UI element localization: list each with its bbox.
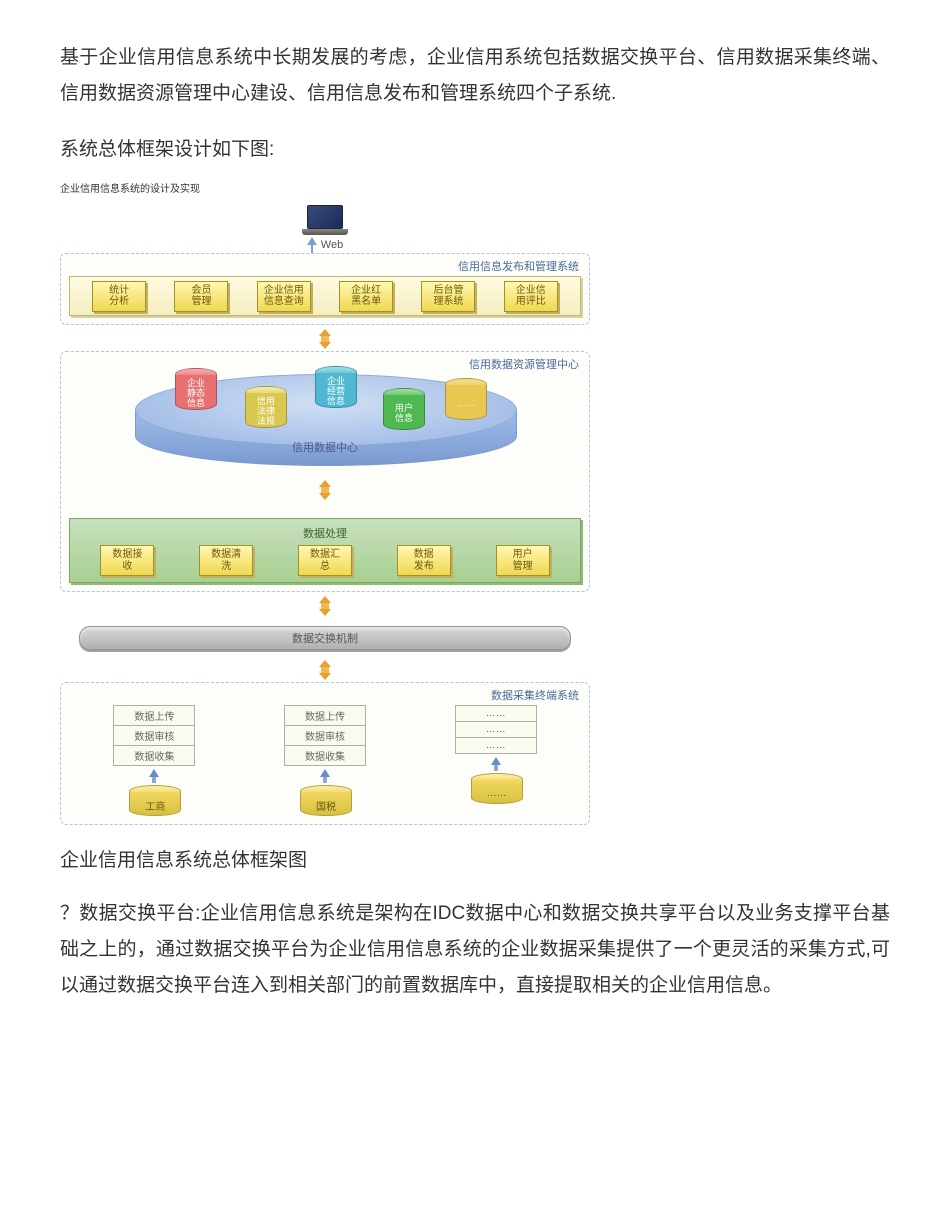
- db-cylinder: 企业经营信息: [315, 366, 355, 408]
- layer1-button: 后台管理系统: [421, 281, 475, 312]
- laptop-icon: [301, 205, 349, 235]
- proc-button: 数据发布: [397, 545, 451, 576]
- layer1-button: 会员管理: [174, 281, 228, 312]
- layer1-button: 企业信用评比: [504, 281, 558, 312]
- terminal-column: 数据上传数据审核数据收集国税: [270, 705, 380, 816]
- platform-paragraph: ？数据交换平台:企业信用信息系统是架构在IDC数据中心和数据交换共享平台以及业务…: [60, 896, 890, 1004]
- layer1-button: 企业信用信息查询: [257, 281, 311, 312]
- terminal-step: 数据审核: [284, 726, 366, 746]
- proc-button: 数据接收: [100, 545, 154, 576]
- layer1-bar: 统计分析会员管理企业信用信息查询企业红黑名单后台管理系统企业信用评比: [69, 276, 581, 316]
- db-cylinder: 用户信息: [383, 388, 423, 430]
- double-arrow-icon: [60, 660, 590, 680]
- proc-button: 数据清洗: [199, 545, 253, 576]
- double-arrow-icon: [60, 596, 590, 616]
- layer2-title: 信用数据资源管理中心: [469, 356, 579, 372]
- proc-title: 数据处理: [78, 525, 572, 541]
- exchange-mechanism-bar: 数据交换机制: [79, 626, 571, 650]
- processing-bar: 数据处理 数据接收 数据清洗 数据汇总 数据发布 用户管理: [69, 518, 581, 583]
- layer1-button: 统计分析: [92, 281, 146, 312]
- source-cylinder: 工商: [129, 785, 179, 816]
- architecture-diagram: Web 信用信息发布和管理系统 统计分析会员管理企业信用信息查询企业红黑名单后台…: [60, 205, 590, 825]
- data-platter: 信用数据中心 企业静态信息信用法律法规企业经营信息用户信息……: [135, 374, 515, 474]
- layer-data-center: 信用数据资源管理中心 信用数据中心 企业静态信息信用法律法规企业经营信息用户信息…: [60, 351, 590, 592]
- terminal-step: ……: [455, 738, 537, 754]
- proc-button: 数据汇总: [298, 545, 352, 576]
- terminal-step: 数据收集: [284, 746, 366, 766]
- terminal-step: 数据收集: [113, 746, 195, 766]
- double-arrow-icon: [60, 329, 590, 349]
- db-cylinder: ……: [445, 378, 485, 420]
- terminal-step: 数据上传: [284, 705, 366, 726]
- double-arrow-icon: [69, 480, 581, 500]
- platter-label: 信用数据中心: [135, 439, 515, 455]
- terminal-step: ……: [455, 705, 537, 722]
- layer3-title: 数据采集终端系统: [491, 687, 579, 703]
- layer-publish-manage: 信用信息发布和管理系统 统计分析会员管理企业信用信息查询企业红黑名单后台管理系统…: [60, 253, 590, 325]
- layer-terminal: 数据采集终端系统 数据上传数据审核数据收集工商数据上传数据审核数据收集国税…………: [60, 682, 590, 825]
- layer1-button: 企业红黑名单: [339, 281, 393, 312]
- terminal-step: ……: [455, 722, 537, 738]
- web-label: Web: [321, 239, 343, 251]
- figure-caption: 企业信用信息系统总体框架图: [60, 845, 890, 872]
- db-cylinder: 企业静态信息: [175, 368, 215, 410]
- intro-paragraph: 基于企业信用信息系统中长期发展的考虑，企业信用系统包括数据交换平台、信用数据采集…: [60, 40, 890, 112]
- terminal-column: ……………………: [441, 705, 551, 816]
- source-cylinder: 国税: [300, 785, 350, 816]
- terminal-step: 数据审核: [113, 726, 195, 746]
- tiny-caption: 企业信用信息系统的设计及实现: [60, 180, 890, 195]
- figure-intro: 系统总体框架设计如下图:: [60, 132, 890, 168]
- source-cylinder: ……: [471, 773, 521, 804]
- proc-button: 用户管理: [496, 545, 550, 576]
- layer1-title: 信用信息发布和管理系统: [458, 258, 579, 274]
- terminal-step: 数据上传: [113, 705, 195, 726]
- db-cylinder: 信用法律法规: [245, 386, 285, 428]
- terminal-column: 数据上传数据审核数据收集工商: [99, 705, 209, 816]
